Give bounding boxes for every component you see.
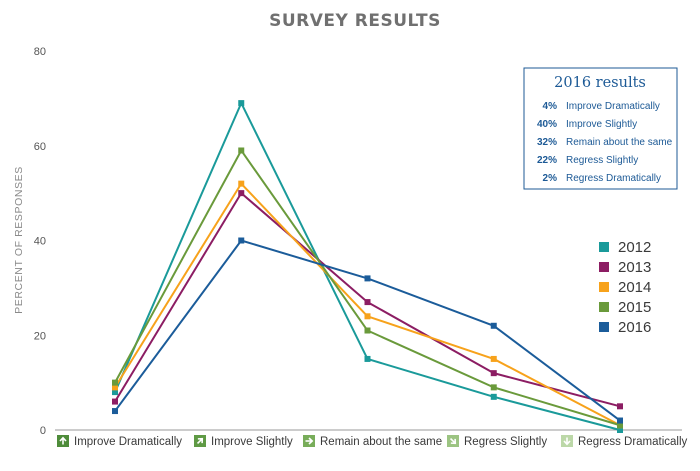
- arrow-up-icon: [57, 435, 69, 447]
- data-point-2014: [364, 313, 371, 320]
- y-axis-ticks: 0 20 40 60 80: [34, 46, 46, 437]
- results-box-label: Improve Dramatically: [566, 101, 660, 112]
- data-point-2012: [238, 100, 245, 107]
- y-tick-label: 40: [34, 236, 46, 248]
- arrow-down-right-icon: [447, 435, 459, 447]
- results-box-pct: 40%: [537, 119, 557, 130]
- category-label: Improve Slightly: [211, 436, 293, 448]
- data-point-2016: [617, 417, 623, 424]
- data-point-2015: [490, 384, 497, 391]
- data-point-2012: [617, 427, 623, 433]
- results-box-label: Regress Dramatically: [566, 173, 661, 184]
- legend-label-2013: 2013: [618, 259, 651, 276]
- category-label: Regress Slightly: [464, 436, 547, 448]
- chart-title: SURVEY RESULTS: [269, 11, 441, 31]
- data-point-2013: [364, 299, 371, 306]
- data-point-2013: [617, 403, 623, 410]
- y-tick-label: 0: [40, 425, 46, 437]
- results-box-frame: [523, 67, 678, 190]
- category-label: Improve Dramatically: [74, 436, 182, 448]
- legend-swatch-2015: [599, 302, 609, 312]
- y-tick-label: 80: [34, 46, 46, 58]
- category-label: Regress Dramatically: [578, 436, 688, 448]
- legend-label-2014: 2014: [618, 279, 651, 296]
- y-tick-label: 20: [34, 330, 46, 342]
- data-point-2016: [364, 275, 371, 282]
- arrow-down-icon: [561, 435, 573, 447]
- arrow-right-icon: [303, 435, 315, 447]
- data-point-2015: [238, 147, 245, 154]
- data-point-2013: [238, 190, 245, 197]
- legend-swatch-2013: [599, 262, 609, 272]
- data-point-2015: [112, 379, 118, 386]
- legend-label-2015: 2015: [618, 299, 651, 316]
- results-box-title: 2016 results: [554, 75, 646, 91]
- y-tick-label: 60: [34, 141, 46, 153]
- series-lines: [112, 100, 623, 433]
- data-point-2014: [490, 355, 497, 362]
- data-point-2012: [112, 389, 118, 396]
- results-box-pct: 22%: [537, 155, 557, 166]
- series-line-2015: [114, 149, 621, 427]
- legend-label-2012: 2012: [618, 239, 651, 256]
- legend-swatch-2016: [599, 322, 609, 332]
- data-point-2015: [617, 422, 623, 429]
- results-box-pct: 32%: [537, 137, 557, 148]
- legend: 2012 2013 2014 2015 2016: [599, 239, 651, 336]
- results-box-label: Remain about the same: [566, 137, 673, 148]
- legend-label-2016: 2016: [618, 319, 651, 336]
- results-box-pct: 4%: [543, 101, 558, 112]
- data-point-2014: [238, 180, 245, 187]
- category-label: Remain about the same: [320, 436, 442, 448]
- arrow-up-right-icon: [194, 435, 206, 447]
- data-point-2013: [112, 398, 118, 405]
- results-box-pct: 2%: [543, 173, 558, 184]
- legend-swatch-2012: [599, 242, 609, 252]
- results-box-label: Regress Slightly: [566, 155, 638, 166]
- data-point-2015: [364, 327, 371, 334]
- data-point-2016: [238, 237, 245, 244]
- category-labels: Improve Dramatically Improve Slightly Rema…: [57, 435, 688, 448]
- results-box-label: Improve Slightly: [566, 119, 637, 130]
- data-point-2013: [490, 370, 497, 377]
- data-point-2012: [364, 355, 371, 362]
- legend-swatch-2014: [599, 282, 609, 292]
- y-axis-label: PERCENT OF RESPONSES: [13, 166, 25, 314]
- data-point-2016: [490, 322, 497, 329]
- data-point-2012: [490, 393, 497, 400]
- data-point-2014: [112, 384, 118, 391]
- data-point-2016: [112, 408, 118, 415]
- results-box: 2016 results 4% Improve Dramatically 40% Im…: [523, 67, 678, 190]
